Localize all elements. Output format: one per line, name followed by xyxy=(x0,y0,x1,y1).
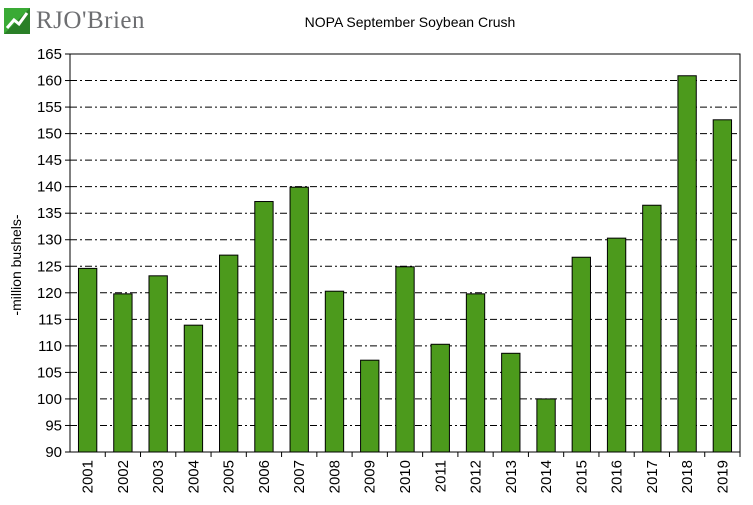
x-tick-label: 2016 xyxy=(609,460,626,493)
bar-2016 xyxy=(606,237,627,453)
x-tick-label: 2010 xyxy=(397,460,414,493)
logo-mark-icon xyxy=(4,8,30,34)
bar-2008 xyxy=(324,290,345,453)
bar-2018 xyxy=(677,75,697,453)
y-tick-label: 160 xyxy=(37,73,62,90)
bar-2006 xyxy=(254,201,274,453)
y-tick-labels: 90 95 100 105 110 115 120 125 130 135 140 145 150 155… xyxy=(37,46,62,461)
y-tick-label: 95 xyxy=(45,417,62,434)
bar-2011 xyxy=(430,343,450,453)
y-tick-label: 140 xyxy=(37,179,62,196)
bar-2015 xyxy=(571,256,591,453)
bar-2009 xyxy=(360,359,380,453)
bar-2014 xyxy=(536,398,556,453)
logo-text: RJO'Brien xyxy=(36,7,146,34)
bar-2002 xyxy=(113,293,133,453)
y-tick-label: 120 xyxy=(37,285,62,302)
y-tick-label: 165 xyxy=(37,46,62,63)
x-tick-label: 2001 xyxy=(80,460,97,493)
bar-2010 xyxy=(395,266,415,453)
x-tick-label: 2003 xyxy=(150,460,167,493)
bar-2001 xyxy=(77,267,98,453)
bar-2003 xyxy=(148,275,168,453)
bar-2013 xyxy=(501,352,521,453)
axes xyxy=(69,53,741,453)
x-tick-label: 2008 xyxy=(326,460,343,493)
chart-title: NOPA September Soybean Crush xyxy=(304,14,516,30)
y-tick-label: 100 xyxy=(37,391,62,408)
y-tick-label: 110 xyxy=(38,338,62,355)
x-tick-label: 2017 xyxy=(644,460,661,493)
x-tick-label: 2018 xyxy=(679,460,696,493)
x-tick-label: 2014 xyxy=(538,460,555,493)
bar-2017 xyxy=(642,204,662,453)
x-tick-label: 2013 xyxy=(503,460,520,493)
x-tick-label: 2009 xyxy=(362,460,379,493)
y-tick-label: 125 xyxy=(37,258,62,275)
bar-2007 xyxy=(289,186,309,453)
x-tick-label: 2019 xyxy=(714,460,731,493)
y-tick-label: 155 xyxy=(37,99,62,116)
y-axis-label: -million bushels- xyxy=(8,214,24,315)
bar-2019 xyxy=(712,119,733,453)
x-tick-label: 2006 xyxy=(256,460,273,493)
x-tick-label: 2015 xyxy=(573,460,590,493)
x-tick-label: 2012 xyxy=(468,460,485,493)
x-tick-label: 2007 xyxy=(291,460,308,493)
y-tick-label: 105 xyxy=(37,364,62,381)
bar-2005 xyxy=(219,254,239,453)
y-tick-label: 115 xyxy=(38,311,62,328)
x-tick-label: 2011 xyxy=(432,460,449,492)
y-tick-label: 90 xyxy=(45,444,62,461)
x-tick-label: 2004 xyxy=(185,460,202,493)
plot-area-border xyxy=(69,53,741,453)
y-tick-label: 150 xyxy=(37,126,62,143)
y-tick-label: 145 xyxy=(37,152,62,169)
y-tick-label: 130 xyxy=(37,232,62,249)
bar-2004 xyxy=(183,324,204,453)
x-tick-label: 2005 xyxy=(221,460,238,493)
x-tick-labels: 2001 2002 2003 2004 2005 2006 2007 2008 2009 2010… xyxy=(80,452,741,493)
x-tick-label: 2002 xyxy=(115,460,132,493)
bars xyxy=(77,75,733,453)
y-tick-label: 135 xyxy=(37,205,62,222)
bar-2012 xyxy=(465,293,486,453)
rjobrien-logo: RJO'Brien xyxy=(4,6,145,36)
